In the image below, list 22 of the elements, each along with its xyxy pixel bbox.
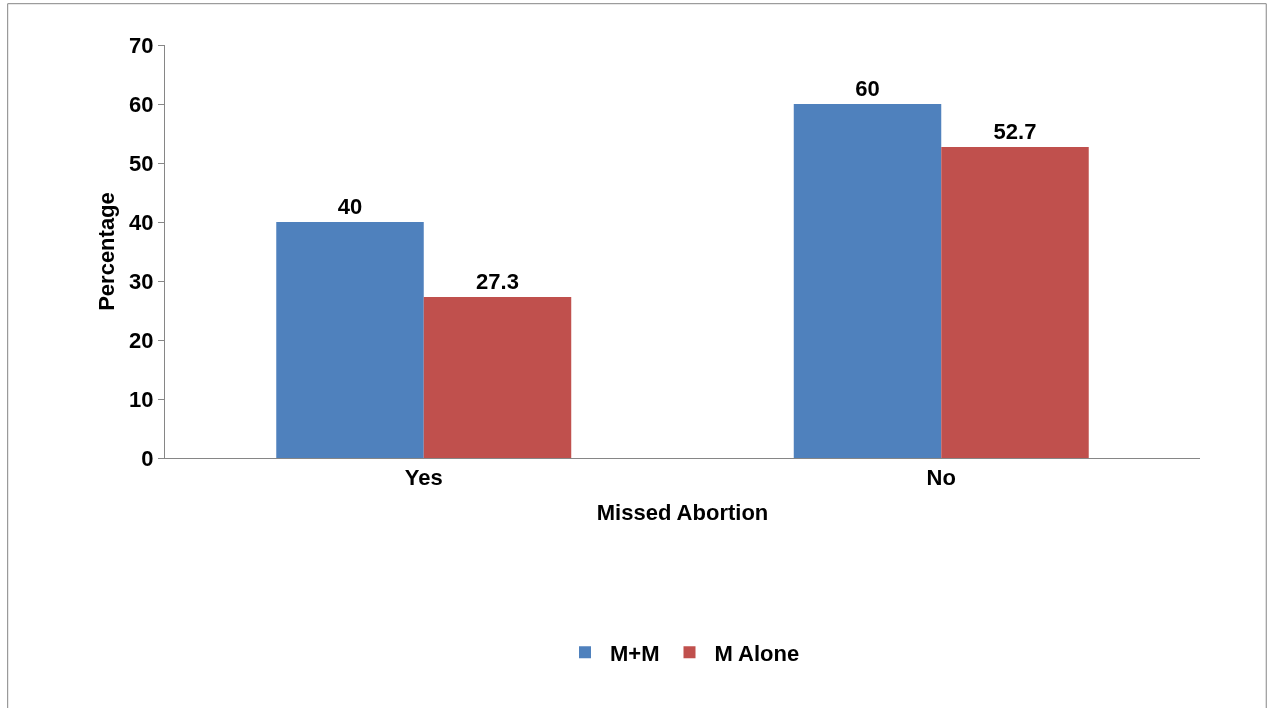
y-axis-title: Percentage <box>93 192 119 311</box>
bar <box>941 147 1089 458</box>
x-tick-label: Yes <box>404 465 443 491</box>
data-label: 60 <box>855 76 880 101</box>
y-tick-label: 30 <box>129 268 154 294</box>
y-tick-label: 0 <box>141 445 154 471</box>
bar <box>276 222 424 458</box>
y-tick-label: 70 <box>129 32 154 58</box>
y-tick-label: 40 <box>129 209 154 235</box>
legend-label: M+M <box>610 640 660 666</box>
bar <box>793 104 942 458</box>
y-tick-label: 20 <box>129 327 154 353</box>
y-tick-label: 10 <box>129 386 154 412</box>
bar <box>423 296 572 458</box>
y-tick-label: 60 <box>129 91 154 117</box>
y-tick-label: 50 <box>129 150 154 176</box>
x-axis-title: Missed Abortion <box>596 500 769 526</box>
x-tick-label: No <box>926 465 956 491</box>
data-label: 52.7 <box>993 119 1037 145</box>
data-label: 27.3 <box>476 268 519 294</box>
data-label: 40 <box>337 194 363 219</box>
legend-label: M Alone <box>714 640 800 666</box>
